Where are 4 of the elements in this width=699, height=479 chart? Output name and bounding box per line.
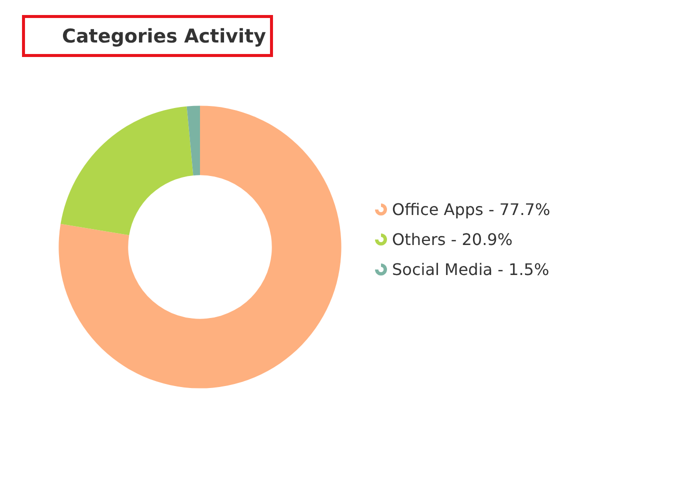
legend-label: Social Media - 1.5% (392, 260, 550, 279)
chart-title: Categories Activity (62, 26, 267, 48)
legend-label: Office Apps - 77.7% (392, 200, 550, 219)
legend-label: Others - 20.9% (392, 230, 513, 249)
